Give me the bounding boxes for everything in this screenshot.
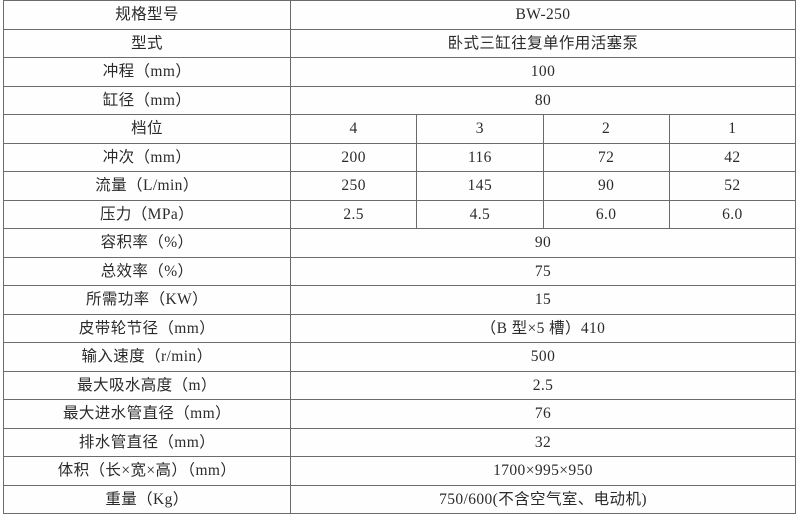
row-label: 所需功率（KW） bbox=[3, 285, 291, 315]
table-row: 体积（长×宽×高）（mm） 1700×995×950 bbox=[3, 456, 796, 486]
table-row: 档位 4 3 2 1 bbox=[3, 114, 797, 144]
row-label: 最大吸水高度（m） bbox=[3, 370, 291, 400]
table-row: 总效率（%） 75 bbox=[3, 256, 796, 286]
table-row: 压力（MPa） 2.5 4.5 6.0 6.0 bbox=[3, 199, 797, 229]
table-row: 最大进水管直径（mm） 76 bbox=[3, 399, 796, 429]
row-value-gear-3: 4.5 bbox=[416, 199, 544, 229]
row-label: 总效率（%） bbox=[3, 256, 291, 286]
table-row: 冲程（mm） 100 bbox=[3, 57, 796, 87]
table-row: 排水管直径（mm） 32 bbox=[3, 427, 796, 457]
spec-table-body: 规格型号 BW-250 型式 卧式三缸往复单作用活塞泵 冲程（mm） 100 缸径（mm） 8… bbox=[3, 0, 797, 514]
table-row: 型式 卧式三缸往复单作用活塞泵 bbox=[3, 28, 796, 58]
row-value-gear-4: 200 bbox=[289, 142, 418, 172]
row-label: 冲程（mm） bbox=[3, 57, 291, 87]
row-value-gear-4: 4 bbox=[289, 114, 418, 144]
row-value: 卧式三缸往复单作用活塞泵 bbox=[290, 28, 796, 58]
row-value-gear-1: 42 bbox=[668, 142, 797, 172]
row-label: 规格型号 bbox=[3, 0, 291, 30]
row-value: 76 bbox=[290, 399, 796, 429]
table-row: 缸径（mm） 80 bbox=[3, 85, 796, 115]
row-label: 排水管直径（mm） bbox=[3, 427, 291, 457]
row-label: 档位 bbox=[3, 114, 291, 144]
row-label: 冲次（mm） bbox=[3, 142, 291, 172]
row-value-gear-3: 116 bbox=[416, 142, 544, 172]
row-label: 重量（Kg） bbox=[3, 484, 291, 514]
row-label: 流量（L/min） bbox=[3, 171, 291, 201]
table-row: 最大吸水高度（m） 2.5 bbox=[3, 370, 796, 400]
pump-specification-table: 规格型号 BW-250 型式 卧式三缸往复单作用活塞泵 冲程（mm） 100 缸径（mm） 8… bbox=[3, 0, 797, 514]
row-label: 压力（MPa） bbox=[3, 199, 291, 229]
row-label: 型式 bbox=[3, 28, 291, 58]
row-value: 75 bbox=[290, 256, 796, 286]
row-value-gear-3: 3 bbox=[416, 114, 544, 144]
row-value-gear-3: 145 bbox=[416, 171, 544, 201]
table-row: 流量（L/min） 250 145 90 52 bbox=[3, 171, 797, 201]
row-value: 2.5 bbox=[290, 370, 796, 400]
row-value-gear-4: 2.5 bbox=[289, 199, 418, 229]
row-label: 皮带轮节径（mm） bbox=[3, 313, 291, 343]
table-row: 所需功率（KW） 15 bbox=[3, 285, 796, 315]
row-label: 输入速度（r/min） bbox=[3, 342, 291, 372]
row-value-gear-2: 90 bbox=[542, 171, 670, 201]
row-value: 15 bbox=[290, 285, 796, 315]
row-value-gear-4: 250 bbox=[289, 171, 418, 201]
row-value: 100 bbox=[290, 57, 796, 87]
row-value-gear-1: 52 bbox=[668, 171, 797, 201]
table-row: 重量（Kg） 750/600(不含空气室、电动机) bbox=[3, 484, 796, 514]
row-value-gear-2: 2 bbox=[542, 114, 670, 144]
table-row: 冲次（mm） 200 116 72 42 bbox=[3, 142, 797, 172]
table-row: 规格型号 BW-250 bbox=[3, 0, 796, 30]
row-value-gear-1: 1 bbox=[668, 114, 797, 144]
table-row: 皮带轮节径（mm） （B 型×5 槽）410 bbox=[3, 313, 796, 343]
row-value: BW-250 bbox=[290, 0, 796, 30]
row-value-gear-2: 6.0 bbox=[542, 199, 670, 229]
row-value-gear-2: 72 bbox=[542, 142, 670, 172]
row-label: 体积（长×宽×高）（mm） bbox=[3, 456, 291, 486]
row-label: 缸径（mm） bbox=[3, 85, 291, 115]
row-label: 最大进水管直径（mm） bbox=[3, 399, 291, 429]
table-row: 输入速度（r/min） 500 bbox=[3, 342, 796, 372]
row-value: 32 bbox=[290, 427, 796, 457]
row-value: 1700×995×950 bbox=[290, 456, 796, 486]
row-value-gear-1: 6.0 bbox=[668, 199, 797, 229]
row-value: 80 bbox=[290, 85, 796, 115]
row-value: 750/600(不含空气室、电动机) bbox=[290, 484, 796, 514]
row-label: 容积率（%） bbox=[3, 228, 291, 258]
row-value: 90 bbox=[290, 228, 796, 258]
row-value: （B 型×5 槽）410 bbox=[290, 313, 796, 343]
row-value: 500 bbox=[290, 342, 796, 372]
table-row: 容积率（%） 90 bbox=[3, 228, 796, 258]
